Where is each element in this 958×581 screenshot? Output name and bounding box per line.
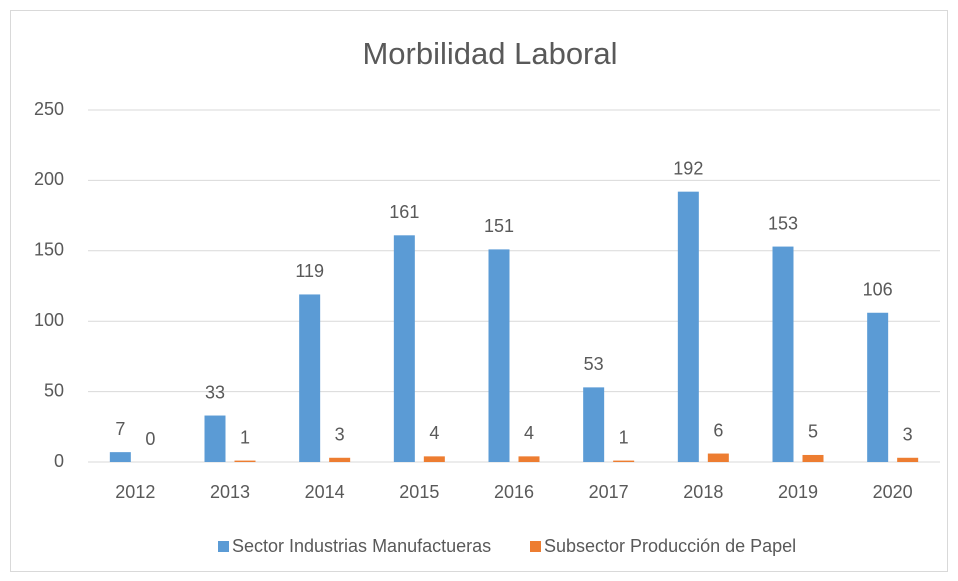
- bar: [897, 457, 919, 462]
- bar: [707, 453, 729, 462]
- legend-swatch: [530, 541, 541, 552]
- data-label: 153: [768, 213, 798, 233]
- bar: [329, 457, 351, 462]
- data-label: 161: [389, 202, 419, 222]
- data-label: 1: [240, 427, 250, 447]
- bar: [109, 452, 131, 462]
- y-tick-label: 150: [34, 240, 64, 260]
- y-tick-label: 50: [44, 380, 64, 400]
- x-tick-label: 2019: [778, 482, 818, 502]
- data-label: 6: [713, 420, 723, 440]
- y-tick-label: 0: [54, 451, 64, 471]
- y-tick-label: 200: [34, 169, 64, 189]
- bar: [518, 456, 540, 462]
- data-label: 4: [524, 423, 534, 443]
- bar: [488, 249, 510, 462]
- bar: [234, 460, 256, 462]
- legend-label: Sector Industrias Manufactueras: [232, 536, 491, 556]
- data-label: 3: [335, 425, 345, 445]
- x-tick-label: 2017: [589, 482, 629, 502]
- bar: [613, 460, 635, 462]
- bar: [423, 456, 445, 462]
- x-tick-label: 2013: [210, 482, 250, 502]
- data-label: 119: [295, 261, 324, 281]
- data-label: 0: [145, 429, 155, 449]
- x-tick-label: 2016: [494, 482, 534, 502]
- data-label: 7: [115, 419, 125, 439]
- bar: [583, 387, 605, 462]
- data-label: 1: [619, 427, 629, 447]
- x-tick-label: 2012: [115, 482, 155, 502]
- data-label: 151: [484, 216, 514, 236]
- bar: [204, 415, 226, 462]
- data-label: 33: [205, 382, 225, 402]
- legend-label: Subsector Producción de Papel: [544, 536, 796, 556]
- x-tick-label: 2014: [305, 482, 345, 502]
- bar: [393, 235, 415, 462]
- data-label: 5: [808, 422, 818, 442]
- bar: [867, 312, 889, 462]
- data-label: 192: [673, 158, 703, 178]
- legend-swatch: [218, 541, 229, 552]
- data-label: 106: [863, 280, 893, 300]
- x-tick-label: 2018: [683, 482, 723, 502]
- bar: [299, 294, 321, 462]
- bar: [677, 191, 699, 462]
- x-tick-label: 2020: [873, 482, 913, 502]
- data-label: 3: [903, 425, 913, 445]
- bar: [802, 454, 824, 462]
- y-tick-label: 250: [34, 99, 64, 119]
- data-label: 53: [584, 354, 604, 374]
- x-tick-label: 2015: [399, 482, 439, 502]
- chart-title: Morbilidad Laboral: [362, 36, 617, 71]
- data-label: 4: [429, 423, 439, 443]
- bar: [772, 246, 794, 462]
- y-tick-label: 100: [34, 310, 64, 330]
